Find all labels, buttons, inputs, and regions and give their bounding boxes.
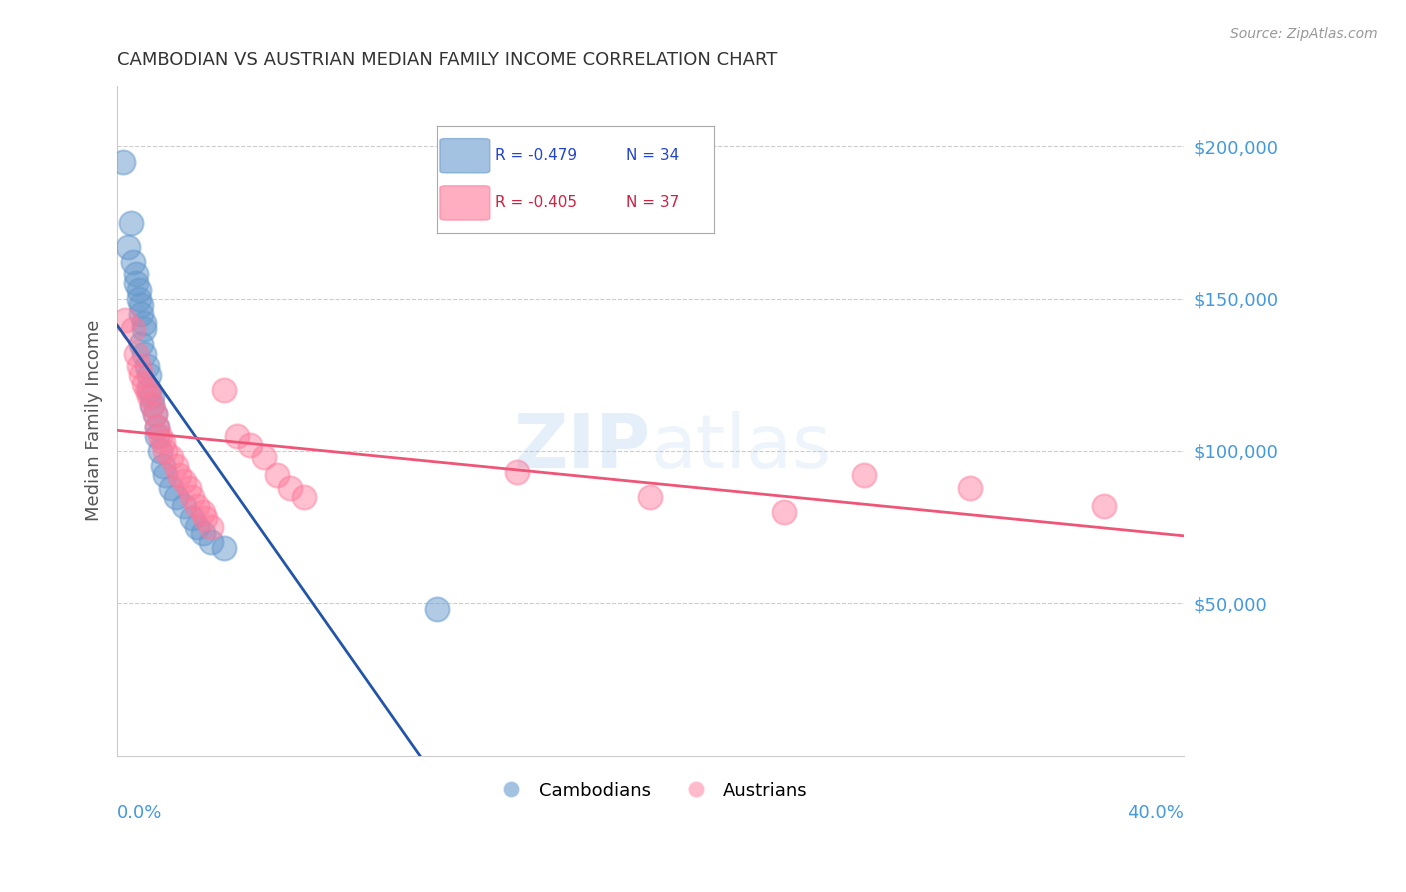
- Point: [186, 499, 208, 513]
- Point: [179, 481, 201, 495]
- Point: [1092, 499, 1115, 513]
- Point: [959, 481, 981, 495]
- Point: [125, 277, 148, 291]
- Point: [426, 602, 449, 616]
- Point: [165, 490, 187, 504]
- Point: [180, 490, 202, 504]
- Point: [125, 346, 148, 360]
- Point: [165, 459, 187, 474]
- Text: atlas: atlas: [651, 411, 831, 483]
- Point: [135, 383, 157, 397]
- Legend: Cambodians, Austrians: Cambodians, Austrians: [486, 774, 814, 806]
- Point: [129, 368, 152, 382]
- Point: [138, 368, 160, 382]
- Point: [159, 450, 181, 464]
- Point: [253, 450, 276, 464]
- Text: 0.0%: 0.0%: [117, 805, 163, 822]
- Point: [200, 520, 222, 534]
- Point: [143, 408, 166, 422]
- Point: [111, 154, 134, 169]
- Point: [132, 346, 155, 360]
- Point: [640, 490, 662, 504]
- Point: [143, 408, 166, 422]
- Point: [191, 505, 214, 519]
- Point: [149, 444, 172, 458]
- Point: [292, 490, 315, 504]
- Point: [152, 459, 174, 474]
- Point: [146, 419, 169, 434]
- Y-axis label: Median Family Income: Median Family Income: [86, 320, 103, 521]
- Point: [852, 468, 875, 483]
- Point: [173, 475, 195, 489]
- Text: ZIP: ZIP: [513, 411, 651, 483]
- Point: [149, 429, 172, 443]
- Text: 40.0%: 40.0%: [1126, 805, 1184, 822]
- Point: [117, 240, 139, 254]
- Point: [120, 216, 142, 230]
- Point: [141, 389, 163, 403]
- Point: [132, 316, 155, 330]
- Text: CAMBODIAN VS AUSTRIAN MEDIAN FAMILY INCOME CORRELATION CHART: CAMBODIAN VS AUSTRIAN MEDIAN FAMILY INCO…: [117, 51, 778, 69]
- Point: [226, 429, 249, 443]
- Point: [159, 481, 181, 495]
- Point: [141, 398, 163, 412]
- Point: [128, 292, 150, 306]
- Point: [132, 376, 155, 391]
- Point: [132, 322, 155, 336]
- Point: [153, 468, 176, 483]
- Point: [146, 419, 169, 434]
- Point: [167, 468, 190, 483]
- Point: [129, 337, 152, 351]
- Point: [128, 359, 150, 373]
- Point: [200, 535, 222, 549]
- Point: [128, 283, 150, 297]
- Point: [125, 268, 148, 282]
- Point: [212, 541, 235, 556]
- Point: [152, 434, 174, 449]
- Point: [135, 359, 157, 373]
- Point: [212, 383, 235, 397]
- Point: [122, 322, 145, 336]
- Point: [129, 298, 152, 312]
- Point: [194, 511, 217, 525]
- Point: [173, 499, 195, 513]
- Point: [280, 481, 302, 495]
- Point: [180, 511, 202, 525]
- Point: [122, 255, 145, 269]
- Point: [191, 526, 214, 541]
- Point: [114, 313, 136, 327]
- Text: Source: ZipAtlas.com: Source: ZipAtlas.com: [1230, 27, 1378, 41]
- Point: [506, 465, 529, 479]
- Point: [186, 520, 208, 534]
- Point: [239, 438, 262, 452]
- Point: [141, 398, 163, 412]
- Point: [146, 429, 169, 443]
- Point: [153, 444, 176, 458]
- Point: [772, 505, 794, 519]
- Point: [138, 389, 160, 403]
- Point: [266, 468, 288, 483]
- Point: [138, 383, 160, 397]
- Point: [129, 307, 152, 321]
